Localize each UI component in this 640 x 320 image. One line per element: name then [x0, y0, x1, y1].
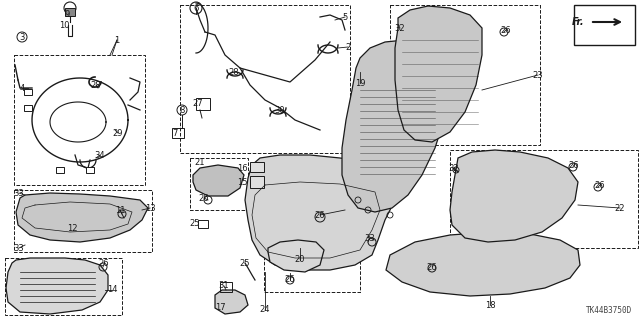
- Text: 10: 10: [59, 20, 69, 29]
- Text: 26: 26: [427, 263, 437, 273]
- Text: 7: 7: [172, 129, 178, 138]
- Bar: [250, 162, 264, 172]
- Polygon shape: [268, 240, 324, 272]
- Text: 16: 16: [237, 164, 247, 172]
- Text: 22: 22: [615, 204, 625, 212]
- Text: TK44B3750D: TK44B3750D: [586, 306, 632, 315]
- Text: 17: 17: [214, 303, 225, 313]
- Text: 32: 32: [395, 23, 405, 33]
- Bar: [196, 98, 210, 110]
- Polygon shape: [6, 258, 108, 314]
- Text: 20: 20: [295, 255, 305, 265]
- Text: 25: 25: [240, 259, 250, 268]
- Text: 11: 11: [115, 205, 125, 214]
- Bar: [198, 220, 208, 228]
- Text: 5: 5: [342, 12, 348, 21]
- Text: 32: 32: [449, 164, 460, 172]
- Bar: [250, 176, 264, 188]
- Bar: [390, 5, 540, 145]
- Polygon shape: [342, 40, 448, 212]
- Polygon shape: [245, 155, 398, 270]
- Polygon shape: [395, 6, 482, 142]
- Text: 28: 28: [91, 81, 101, 90]
- Polygon shape: [450, 150, 578, 242]
- Bar: [14, 55, 145, 185]
- Text: 2: 2: [346, 43, 351, 52]
- Bar: [180, 5, 350, 153]
- Text: 33: 33: [13, 244, 24, 252]
- Polygon shape: [215, 290, 248, 314]
- Bar: [264, 238, 360, 292]
- Polygon shape: [193, 165, 244, 196]
- Bar: [220, 282, 232, 292]
- Text: 34: 34: [95, 150, 106, 159]
- Text: 33: 33: [365, 234, 376, 243]
- Text: 23: 23: [532, 70, 543, 79]
- Text: 12: 12: [67, 223, 77, 233]
- Bar: [86, 167, 94, 173]
- Text: 26: 26: [500, 26, 511, 35]
- Text: 24: 24: [260, 306, 270, 315]
- Bar: [574, 5, 635, 45]
- Polygon shape: [16, 193, 148, 242]
- Text: 26: 26: [315, 211, 325, 220]
- Text: 14: 14: [107, 285, 117, 294]
- Text: 31: 31: [219, 282, 229, 291]
- Bar: [65, 8, 75, 16]
- Bar: [56, 167, 64, 173]
- Text: 28: 28: [228, 68, 239, 76]
- Text: 4: 4: [19, 84, 24, 92]
- Text: 19: 19: [355, 78, 365, 87]
- Text: 18: 18: [484, 300, 495, 309]
- Bar: [190, 158, 248, 210]
- Text: 1: 1: [115, 36, 120, 44]
- Text: 3: 3: [19, 33, 25, 42]
- Text: 13: 13: [145, 204, 156, 212]
- Polygon shape: [386, 232, 580, 296]
- Bar: [450, 150, 638, 248]
- Text: 27: 27: [193, 99, 204, 108]
- Text: 15: 15: [237, 178, 247, 187]
- Text: 26: 26: [198, 194, 209, 203]
- Bar: [24, 105, 32, 111]
- Text: 6: 6: [193, 4, 198, 12]
- Text: Fr.: Fr.: [572, 17, 584, 27]
- Text: 21: 21: [195, 157, 205, 166]
- Bar: [14, 190, 152, 252]
- Text: 30: 30: [275, 106, 285, 115]
- Text: 26: 26: [569, 161, 579, 170]
- Bar: [172, 128, 184, 138]
- Text: 8: 8: [179, 106, 185, 115]
- Text: 26: 26: [99, 260, 109, 268]
- Text: 26: 26: [595, 180, 605, 189]
- Bar: [5, 258, 122, 315]
- Text: 9: 9: [65, 10, 70, 19]
- Text: 26: 26: [285, 276, 295, 284]
- Text: 25: 25: [189, 219, 200, 228]
- Text: 29: 29: [113, 129, 124, 138]
- Bar: [24, 89, 32, 95]
- Text: 33: 33: [13, 188, 24, 197]
